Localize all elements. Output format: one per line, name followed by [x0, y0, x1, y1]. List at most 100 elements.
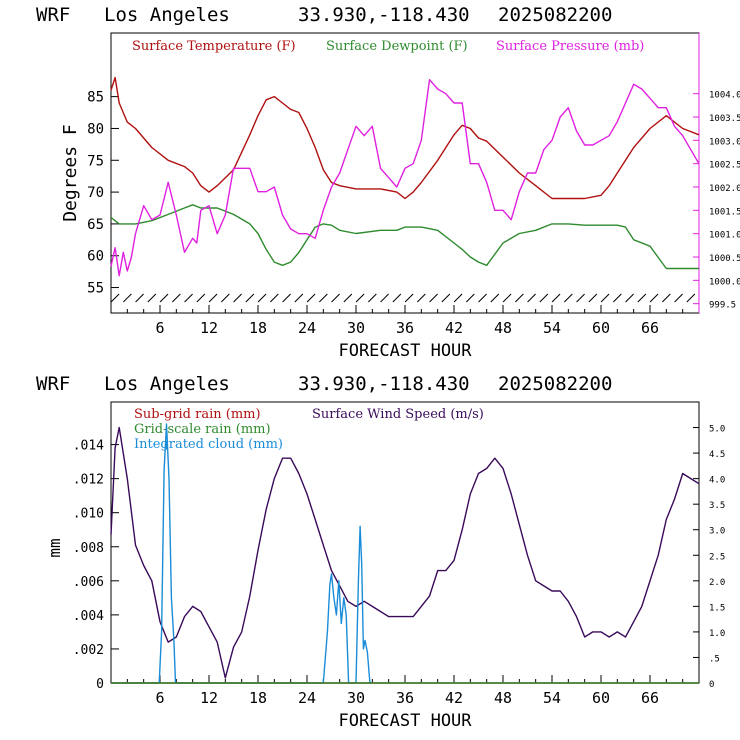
wind-barb [122, 293, 132, 303]
y-tick-label: .010 [73, 507, 104, 522]
legend-integrated-cloud: Integrated cloud (mm) [134, 437, 283, 452]
wind-barb [269, 293, 279, 303]
x-tick-label: 18 [249, 689, 267, 707]
panel2-left-ticks: 0 .002 .004 .006 .008 .010 .012 .014 [73, 439, 119, 692]
panel2-title-model: WRF [36, 373, 70, 395]
wind-barb [135, 293, 144, 303]
wind-barb [637, 293, 647, 303]
wind-barb [147, 293, 157, 303]
y-tick-label: 75 [87, 153, 104, 169]
panel1-title-location: Los Angeles [104, 4, 230, 26]
wind-barb [404, 293, 414, 303]
wind-barb [453, 293, 463, 303]
wind-barb [465, 293, 475, 303]
wind-barb [527, 293, 536, 303]
panel2-title-run: 2025082200 [498, 373, 612, 395]
panel-precipitation: WRF Los Angeles 33.930,-118.430 20250822… [36, 373, 725, 731]
y2-tick-label: 1004.0 [709, 91, 740, 101]
y2-tick-label: 1.5 [709, 603, 725, 613]
panel2-title-coords: 33.930,-118.430 [298, 373, 470, 395]
series-surface-pressure-mb [110, 78, 700, 277]
y2-tick-label: 1000.0 [709, 277, 740, 287]
panel1-left-ticks: 55 60 65 70 75 80 85 [87, 90, 119, 297]
y-tick-label: 80 [87, 121, 104, 137]
legend-grid-scale-rain: Grid-scale rain (mm) [134, 422, 271, 437]
legend-surface-temperature: Surface Temperature (F) [132, 39, 296, 54]
wind-barb [429, 293, 438, 303]
x-tick-label: 48 [494, 319, 512, 337]
x-tick-label: 24 [298, 689, 316, 707]
x-tick-label: 42 [445, 319, 463, 337]
wind-barb [245, 293, 255, 303]
panel2-x-ticks: 6 12 18 24 30 36 42 48 54 60 66 [126, 675, 684, 707]
wind-barb [649, 293, 659, 303]
panel1-y-axis-label: Degrees F [60, 124, 81, 222]
y-tick-label: 70 [87, 185, 104, 201]
wind-barb [208, 293, 218, 303]
panel2-title-location: Los Angeles [104, 373, 230, 395]
y2-tick-label: 1003.0 [709, 137, 740, 147]
wind-barbs-row [110, 293, 696, 303]
wind-barb [416, 293, 426, 303]
wind-barb [588, 293, 598, 303]
wind-barb [196, 293, 206, 303]
x-tick-label: 6 [155, 689, 164, 707]
wind-barb [674, 293, 683, 303]
y2-tick-label: 1.0 [709, 629, 725, 639]
wind-barb [159, 293, 169, 303]
wind-barb [184, 293, 193, 303]
series-surface-wind-speed-m-s [110, 426, 700, 679]
x-tick-label: 66 [641, 319, 659, 337]
y2-tick-label: 3.5 [709, 501, 725, 511]
wind-barb [392, 293, 402, 303]
x-tick-label: 18 [249, 319, 267, 337]
panel2-y-axis-label: mm [45, 538, 64, 557]
panel1-title-model: WRF [36, 4, 70, 26]
y2-tick-label: 1002.0 [709, 184, 740, 194]
panel-temperature: WRF Los Angeles 33.930,-118.430 20250822… [36, 4, 740, 361]
wind-barb [478, 293, 487, 303]
panel1-plot-frame [110, 32, 700, 314]
y2-tick-label: 1003.5 [709, 114, 740, 124]
y-tick-label: 55 [87, 281, 104, 297]
wind-barb [282, 293, 291, 303]
x-tick-label: 60 [592, 319, 610, 337]
x-tick-label: 54 [543, 319, 561, 337]
wind-barb [355, 293, 365, 303]
wind-barb [576, 293, 585, 303]
y-tick-label: 65 [87, 217, 104, 233]
x-tick-label: 30 [347, 689, 365, 707]
panel2-right-ticks: 0 .5 1.0 1.5 2.0 2.5 3.0 3.5 4.0 4.5 5.0 [693, 425, 725, 690]
x-tick-label: 24 [298, 319, 316, 337]
y2-tick-label: 2.0 [709, 578, 725, 588]
wind-barb [600, 293, 610, 303]
x-tick-label: 66 [641, 689, 659, 707]
wind-barb [318, 293, 328, 303]
wind-barb [380, 293, 389, 303]
y-tick-label: 60 [87, 249, 104, 265]
y2-tick-label: 1001.0 [709, 231, 740, 241]
wind-barb [294, 293, 304, 303]
wind-barb [661, 293, 671, 303]
x-tick-label: 48 [494, 689, 512, 707]
wind-barb [514, 293, 524, 303]
x-tick-label: 60 [592, 689, 610, 707]
wind-barb [331, 293, 340, 303]
y2-tick-label: 4.5 [709, 450, 725, 460]
wind-barb [612, 293, 622, 303]
wind-barb [625, 293, 634, 303]
y-tick-label: .008 [73, 541, 104, 556]
y2-tick-label: 5.0 [709, 425, 725, 435]
y-tick-label: .002 [73, 643, 104, 658]
wind-barb [306, 293, 316, 303]
y-tick-label: .006 [73, 575, 104, 590]
x-tick-label: 12 [200, 689, 218, 707]
wind-barb [490, 293, 500, 303]
x-tick-label: 36 [396, 319, 414, 337]
panel1-series [110, 76, 700, 277]
panel1-right-ticks: 999.5 1000.0 1000.5 1001.0 1001.5 1002.0 1002.… [693, 91, 740, 311]
y-tick-label: 85 [87, 90, 104, 106]
series-surface-temperature-f [110, 76, 700, 200]
x-tick-label: 54 [543, 689, 561, 707]
